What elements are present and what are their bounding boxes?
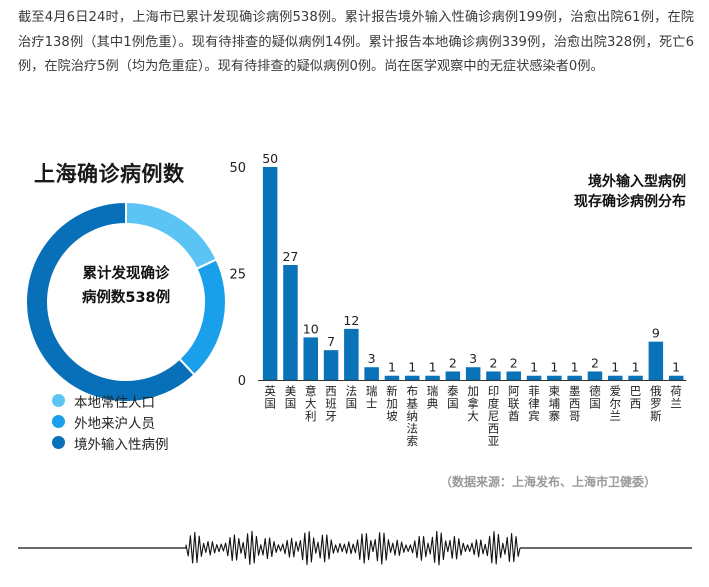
bar [648, 341, 664, 380]
category-label: 德国 [589, 384, 601, 411]
y-tick-label: 0 [238, 374, 246, 389]
bar [587, 371, 603, 380]
bar [405, 375, 420, 380]
bar-value-label: 2 [510, 355, 518, 370]
bar [567, 375, 582, 380]
bar-value-label: 2 [591, 355, 599, 370]
category-label: 西班牙 [325, 384, 337, 423]
bar [486, 371, 501, 380]
legend-label-out-of-town: 外地来沪人员 [74, 415, 155, 432]
bar [364, 367, 379, 380]
bar-value-label: 3 [368, 351, 376, 366]
bar-chart-title-line2: 现存确诊病例分布 [574, 194, 686, 210]
bar-value-label: 2 [489, 355, 497, 370]
legend-item-out-of-town: 外地来沪人员 [52, 411, 169, 432]
intro-paragraph: 截至4月6日24时，上海市已累计发现确诊病例538例。累计报告境外输入性确诊病例… [18, 10, 694, 74]
category-label: 柬埔寨 [549, 384, 561, 423]
bar-value-label: 2 [449, 355, 457, 370]
category-label: 巴西 [630, 384, 642, 411]
bar-value-label: 1 [571, 360, 579, 375]
bar [608, 375, 623, 380]
category-label: 法国 [346, 384, 358, 411]
bar-chart-title: 境外输入型病例 现存确诊病例分布 [536, 172, 686, 212]
bar-chart-title-line1: 境外输入型病例 [588, 174, 686, 190]
bar-value-label: 1 [429, 360, 437, 375]
category-label: 俄罗斯 [650, 384, 662, 423]
category-label: 新加坡 [386, 384, 398, 423]
category-label: 阿联酋 [508, 384, 520, 423]
legend-label-local: 本地常住人口 [74, 394, 155, 411]
donut-center-line1: 累计发现确诊 [82, 266, 170, 282]
donut-center-label: 累计发现确诊 病例数538例 [42, 262, 210, 310]
bar-value-label: 50 [262, 151, 278, 166]
category-label: 瑞典 [427, 384, 439, 411]
bar-value-label: 1 [530, 360, 538, 375]
bar [668, 375, 684, 380]
bar-value-label: 12 [343, 313, 359, 328]
category-label: 荷兰 [670, 384, 682, 411]
donut-chart [25, 200, 227, 403]
bar-value-label: 7 [327, 334, 335, 349]
bar [262, 167, 278, 380]
bar-value-label: 1 [632, 360, 640, 375]
legend-item-local: 本地常住人口 [52, 390, 169, 411]
bar-value-label: 27 [282, 249, 298, 264]
bar-value-label: 3 [469, 351, 477, 366]
donut-slice-0 [125, 200, 218, 271]
category-label: 瑞士 [366, 384, 378, 411]
bar-value-label: 10 [303, 321, 319, 336]
category-label: 墨西哥 [569, 384, 581, 423]
donut-legend: 本地常住人口 外地来沪人员 境外输入性病例 [52, 390, 169, 453]
category-label: 布基纳法索 [407, 384, 419, 448]
category-label: 美国 [285, 384, 297, 411]
legend-dot-imported [52, 436, 65, 449]
bar [384, 375, 400, 380]
bar [323, 350, 339, 380]
data-source-note: （数据来源：上海发布、上海市卫健委） [440, 475, 657, 489]
category-label: 泰国 [447, 384, 459, 411]
category-label: 菲律宾 [528, 384, 540, 423]
bar [303, 337, 318, 380]
legend-item-imported: 境外输入性病例 [52, 432, 169, 453]
bar-value-label: 1 [672, 360, 680, 375]
category-label: 英国 [264, 384, 276, 411]
bar [628, 375, 643, 380]
bar [526, 375, 542, 380]
bar [465, 367, 481, 380]
legend-dot-local [52, 394, 65, 407]
y-tick-label: 50 [229, 161, 246, 176]
bar [506, 371, 521, 380]
bar-value-label: 1 [408, 360, 416, 375]
waveform-divider [18, 530, 692, 566]
bar [344, 328, 359, 380]
bar-value-label: 9 [652, 326, 660, 341]
bar [445, 371, 461, 380]
bar-value-label: 1 [550, 360, 558, 375]
bar [283, 264, 298, 380]
bar-value-label: 1 [388, 360, 396, 375]
category-label: 印度尼西亚 [488, 384, 500, 448]
bar [547, 375, 562, 380]
donut-center-line2: 病例数538例 [81, 290, 171, 306]
category-label: 加拿大 [467, 384, 479, 423]
bar [425, 375, 440, 380]
legend-label-imported: 境外输入性病例 [74, 436, 169, 453]
legend-dot-out-of-town [52, 415, 65, 428]
waveform-line [185, 530, 521, 566]
category-label: 爱尔兰 [610, 384, 622, 423]
bar-value-label: 1 [611, 360, 619, 375]
category-label: 意大利 [305, 384, 317, 423]
donut-slice-2 [25, 200, 196, 403]
y-tick-label: 25 [229, 268, 246, 283]
donut-chart-title: 上海确诊病例数 [34, 162, 185, 186]
